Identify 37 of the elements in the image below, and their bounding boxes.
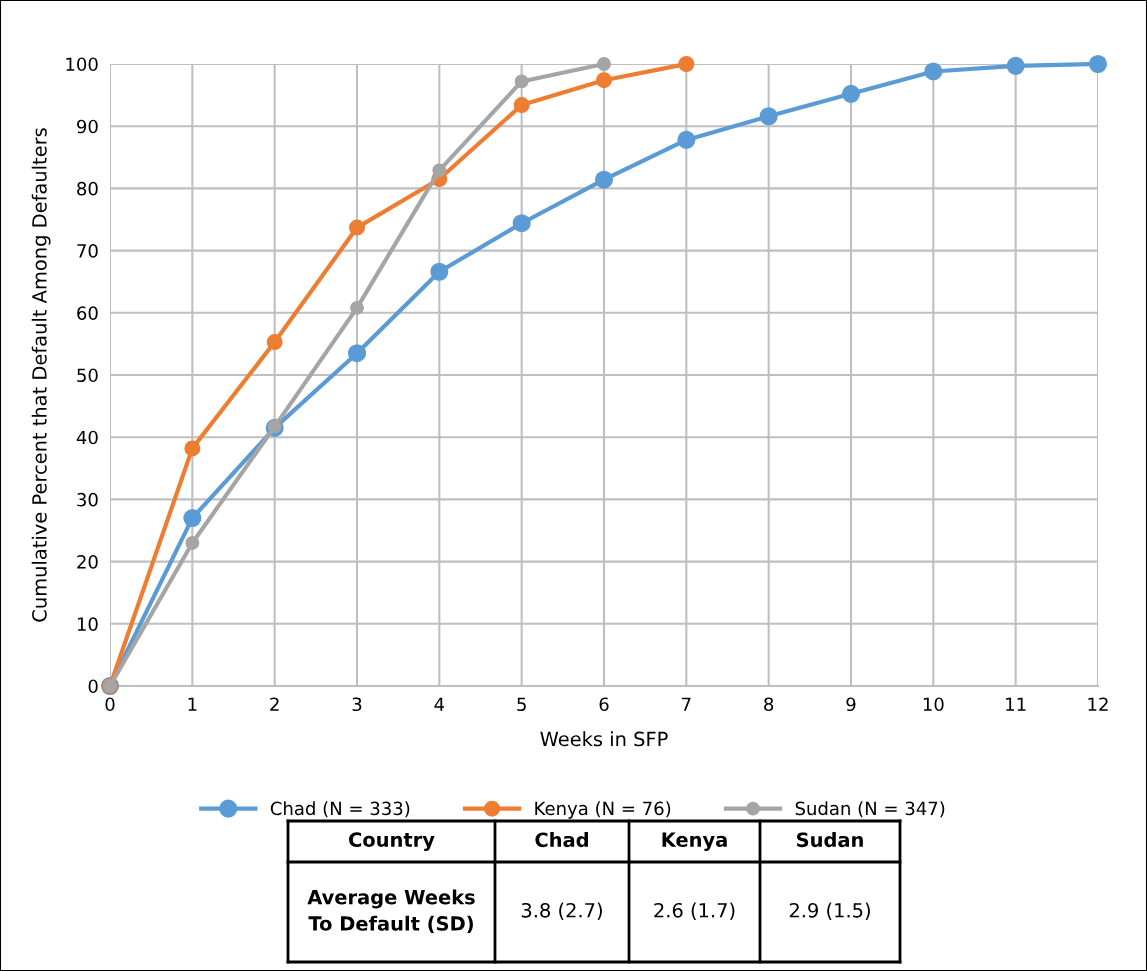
y-axis-title: Cumulative Percent that Default Among Defaulters xyxy=(31,128,51,622)
x-tick-label: 11 xyxy=(1006,697,1026,711)
y-tick-label: 30 xyxy=(77,492,98,507)
y-tick-label: 60 xyxy=(77,306,98,320)
text: Average Weeks To Default (SD) xyxy=(307,889,475,934)
x-tick-label: 8 xyxy=(764,697,774,712)
x-tick-label: 7 xyxy=(682,697,691,711)
text: Kenya xyxy=(662,832,727,851)
x-tick-label: 10 xyxy=(923,697,944,712)
x-tick-label: 5 xyxy=(517,697,526,712)
x-tick-label: 6 xyxy=(599,697,609,712)
legend-label: Chad (N = 333) xyxy=(270,801,410,818)
text: 2.6 (1.7) xyxy=(654,902,735,920)
x-tick-label: 2 xyxy=(270,697,279,711)
y-tick-label: 70 xyxy=(77,244,98,258)
x-tick-label: 12 xyxy=(1088,697,1108,711)
y-tick-label: 90 xyxy=(77,119,98,134)
y-tick-label: 40 xyxy=(76,430,98,445)
y-tick-label: 50 xyxy=(77,368,98,383)
legend-label: Sudan (N = 347) xyxy=(795,801,945,818)
x-axis-title: Weeks in SFP xyxy=(540,731,668,747)
x-tick-label: 3 xyxy=(352,697,362,712)
text: 2.9 (1.5) xyxy=(789,902,870,920)
text: Country xyxy=(349,832,435,851)
y-tick-label: 20 xyxy=(77,555,98,569)
legend-label: Kenya (N = 76) xyxy=(535,801,671,819)
text: 3.8 (2.7) xyxy=(521,902,602,920)
text: Chad xyxy=(535,832,588,848)
x-tick-label: 0 xyxy=(105,697,115,712)
text: Sudan xyxy=(797,832,863,848)
y-tick-label: 100 xyxy=(66,57,98,72)
y-tick-label: 0 xyxy=(88,679,98,694)
y-tick-label: 80 xyxy=(77,181,98,196)
x-tick-label: 9 xyxy=(846,697,856,712)
y-tick-label: 10 xyxy=(77,617,98,631)
x-tick-label: 4 xyxy=(434,697,445,711)
x-tick-label: 1 xyxy=(188,697,197,711)
